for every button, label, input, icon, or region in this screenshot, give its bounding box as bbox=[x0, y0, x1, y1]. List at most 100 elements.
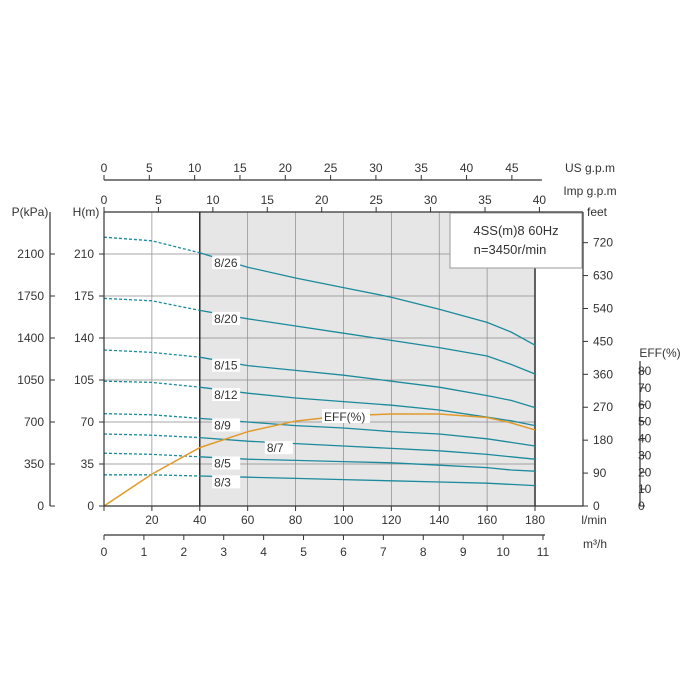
tick-label-m3h: 0 bbox=[101, 545, 108, 559]
legend-box bbox=[449, 212, 583, 269]
tick-label-lmin: 180 bbox=[525, 513, 545, 527]
tick-label-m3h: 6 bbox=[340, 545, 347, 559]
head-curve bbox=[199, 436, 536, 460]
tick-label-feet: 630 bbox=[593, 269, 613, 283]
tick-label-m3h: 11 bbox=[537, 545, 550, 559]
curve-label-bg bbox=[212, 475, 241, 489]
tick-label-head: 0 bbox=[87, 499, 94, 513]
tick-label-pressure: 0 bbox=[37, 499, 44, 513]
tick-label-lmin: 160 bbox=[477, 513, 497, 527]
tick-label-imp-gpm: 5 bbox=[155, 193, 162, 207]
axis-label-imp-gpm: Imp g.p.m bbox=[563, 184, 616, 198]
tick-label-lmin: 40 bbox=[193, 513, 207, 527]
tick-label-imp-gpm: 35 bbox=[478, 193, 492, 207]
tick-label-imp-gpm: 15 bbox=[261, 193, 275, 207]
tick-label-imp-gpm: 40 bbox=[533, 193, 547, 207]
tick-label-eff: 70 bbox=[638, 381, 652, 395]
tick-label-feet: 90 bbox=[593, 466, 607, 480]
tick-label-us-gpm: 30 bbox=[369, 161, 383, 175]
tick-label-m3h: 1 bbox=[141, 545, 148, 559]
curve-label: 8/7 bbox=[267, 441, 284, 455]
head-curve bbox=[199, 475, 536, 487]
axis-label-feet: feet bbox=[587, 205, 608, 219]
tick-label-m3h: 9 bbox=[460, 545, 467, 559]
curve-label-bg bbox=[212, 418, 241, 432]
tick-label-feet: 0 bbox=[593, 499, 600, 513]
axis-label-pressure: P(kPa) bbox=[12, 205, 49, 219]
tick-label-m3h: 10 bbox=[496, 545, 510, 559]
tick-label-eff: 50 bbox=[638, 415, 652, 429]
tick-label-head: 175 bbox=[74, 289, 94, 303]
curve-label: 8/5 bbox=[214, 457, 231, 471]
tick-label-feet: 270 bbox=[593, 400, 613, 414]
efficiency-label-bg bbox=[322, 409, 370, 423]
tick-label-m3h: 4 bbox=[260, 545, 267, 559]
tick-label-lmin: 140 bbox=[429, 513, 449, 527]
curve-label: 8/12 bbox=[214, 388, 238, 402]
tick-label-eff: 60 bbox=[638, 398, 652, 412]
curve-label: 8/9 bbox=[214, 418, 231, 432]
tick-label-us-gpm: 5 bbox=[146, 161, 153, 175]
tick-label-m3h: 2 bbox=[180, 545, 187, 559]
head-curve bbox=[199, 252, 536, 346]
tick-label-imp-gpm: 25 bbox=[369, 193, 383, 207]
chart-title-speed: n=3450r/min bbox=[474, 242, 547, 257]
tick-label-us-gpm: 20 bbox=[279, 161, 293, 175]
tick-label-pressure: 350 bbox=[24, 457, 44, 471]
tick-label-imp-gpm: 20 bbox=[315, 193, 329, 207]
head-curve bbox=[199, 356, 536, 409]
axis-label-eff: EFF(%) bbox=[639, 346, 680, 360]
tick-label-feet: 540 bbox=[593, 301, 613, 315]
tick-label-feet: 450 bbox=[593, 334, 613, 348]
head-curve bbox=[199, 456, 536, 472]
tick-label-m3h: 3 bbox=[220, 545, 227, 559]
axis-label-lmin: l/min bbox=[581, 513, 606, 527]
tick-label-lmin: 20 bbox=[145, 513, 159, 527]
tick-label-eff: 80 bbox=[638, 364, 652, 378]
curve-label: 8/3 bbox=[214, 475, 231, 489]
tick-label-lmin: 80 bbox=[289, 513, 303, 527]
tick-label-head: 35 bbox=[81, 457, 95, 471]
curve-label-bg bbox=[212, 311, 241, 325]
tick-label-head: 140 bbox=[74, 331, 94, 345]
tick-label-us-gpm: 15 bbox=[233, 161, 247, 175]
curve-label: 8/20 bbox=[214, 312, 238, 326]
tick-label-lmin: 120 bbox=[381, 513, 401, 527]
curve-label-bg bbox=[212, 358, 241, 372]
tick-label-feet: 360 bbox=[593, 367, 613, 381]
tick-label-eff: 20 bbox=[638, 465, 652, 479]
curve-label: 8/15 bbox=[214, 359, 238, 373]
chart-title-model: 4SS(m)8 60Hz bbox=[473, 223, 558, 238]
tick-label-feet: 180 bbox=[593, 433, 613, 447]
tick-label-pressure: 700 bbox=[24, 415, 44, 429]
head-curve bbox=[199, 417, 536, 447]
tick-label-imp-gpm: 10 bbox=[206, 193, 220, 207]
tick-label-us-gpm: 35 bbox=[415, 161, 429, 175]
tick-label-us-gpm: 40 bbox=[460, 161, 474, 175]
axis-label-m3h: m³/h bbox=[583, 537, 607, 551]
tick-label-head: 210 bbox=[74, 247, 94, 261]
tick-label-imp-gpm: 0 bbox=[101, 193, 108, 207]
tick-label-head: 70 bbox=[81, 415, 95, 429]
efficiency-label: EFF(%) bbox=[324, 410, 365, 424]
axis-label-head: H(m) bbox=[73, 205, 100, 219]
tick-label-head: 105 bbox=[74, 373, 94, 387]
tick-label-m3h: 7 bbox=[380, 545, 387, 559]
curve-label-bg bbox=[212, 456, 241, 470]
tick-label-pressure: 1750 bbox=[17, 289, 44, 303]
tick-label-us-gpm: 10 bbox=[188, 161, 202, 175]
curve-label-bg bbox=[212, 388, 241, 401]
tick-label-pressure: 2100 bbox=[17, 247, 44, 261]
axis-label-us-gpm: US g.p.m bbox=[565, 161, 615, 175]
curve-label: 8/26 bbox=[214, 256, 238, 270]
head-curve-dashed bbox=[103, 452, 200, 458]
curve-label-bg bbox=[264, 441, 293, 455]
curve-label-bg bbox=[212, 256, 241, 270]
head-curve-dashed bbox=[103, 297, 200, 312]
head-curve-dashed bbox=[103, 433, 200, 439]
tick-label-m3h: 8 bbox=[420, 545, 427, 559]
tick-label-m3h: 5 bbox=[300, 545, 307, 559]
head-curve bbox=[199, 309, 536, 375]
tick-label-pressure: 1050 bbox=[17, 373, 44, 387]
